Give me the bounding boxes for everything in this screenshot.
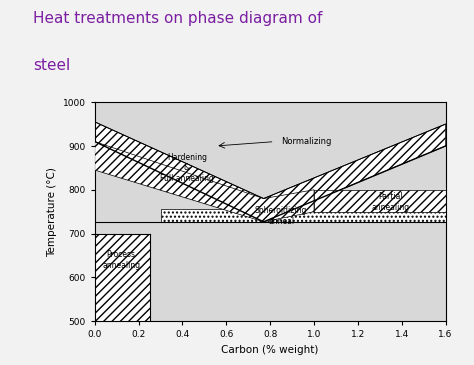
Y-axis label: Temperature (°C): Temperature (°C) (47, 167, 57, 257)
Text: steel: steel (33, 58, 71, 73)
Text: Partial
annealing: Partial annealing (372, 192, 410, 212)
Text: Process
annealing: Process annealing (102, 250, 140, 270)
Text: Hardening
&
Full annealing: Hardening & Full annealing (160, 153, 214, 183)
Text: Spheroidizing
anneal: Spheroidizing anneal (255, 206, 307, 226)
Text: Normalizing: Normalizing (281, 137, 331, 146)
Text: Heat treatments on phase diagram of: Heat treatments on phase diagram of (33, 11, 322, 26)
X-axis label: Carbon (% weight): Carbon (% weight) (221, 345, 319, 355)
